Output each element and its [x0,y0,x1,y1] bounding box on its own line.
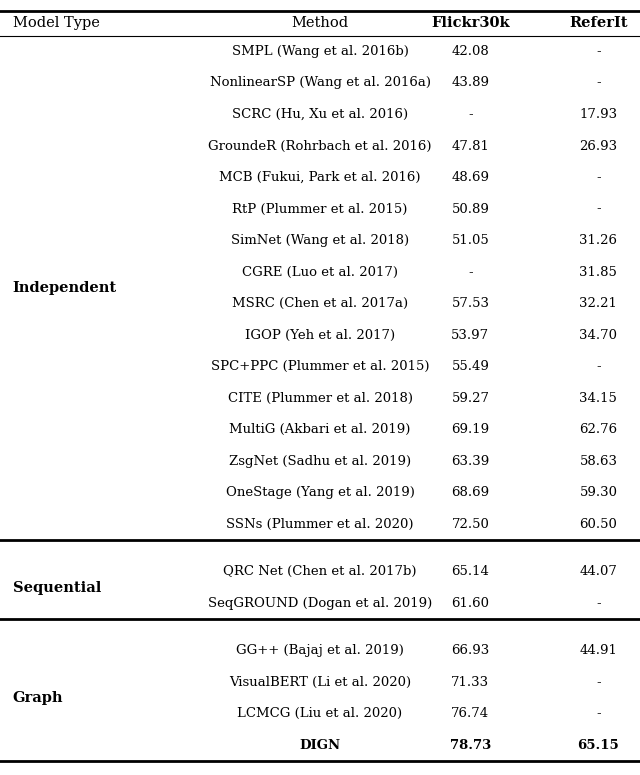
Text: MSRC (Chen et al. 2017a): MSRC (Chen et al. 2017a) [232,298,408,310]
Text: GroundeR (Rohrbach et al. 2016): GroundeR (Rohrbach et al. 2016) [208,140,432,153]
Text: -: - [468,266,473,279]
Text: 65.15: 65.15 [577,739,620,752]
Text: IGOP (Yeh et al. 2017): IGOP (Yeh et al. 2017) [245,329,395,342]
Text: LCMCG (Liu et al. 2020): LCMCG (Liu et al. 2020) [237,708,403,720]
Text: -: - [596,45,601,58]
Text: 60.50: 60.50 [579,518,618,531]
Text: RtP (Plummer et al. 2015): RtP (Plummer et al. 2015) [232,202,408,215]
Text: 31.85: 31.85 [579,266,618,279]
Text: 31.26: 31.26 [579,234,618,247]
Text: CITE (Plummer et al. 2018): CITE (Plummer et al. 2018) [227,392,413,405]
Text: 17.93: 17.93 [579,108,618,121]
Text: Graph: Graph [13,691,63,705]
Text: 57.53: 57.53 [451,298,490,310]
Text: 59.27: 59.27 [451,392,490,405]
Text: 51.05: 51.05 [452,234,489,247]
Text: 32.21: 32.21 [579,298,618,310]
Text: NonlinearSP (Wang et al. 2016a): NonlinearSP (Wang et al. 2016a) [209,77,431,89]
Text: 26.93: 26.93 [579,140,618,153]
Text: 65.14: 65.14 [451,565,490,578]
Text: OneStage (Yang et al. 2019): OneStage (Yang et al. 2019) [225,487,415,499]
Text: -: - [596,708,601,720]
Text: 48.69: 48.69 [451,171,490,184]
Text: SSNs (Plummer et al. 2020): SSNs (Plummer et al. 2020) [227,518,413,531]
Text: 69.19: 69.19 [451,423,490,436]
Text: 47.81: 47.81 [451,140,490,153]
Text: -: - [596,676,601,689]
Text: Method: Method [291,16,349,30]
Text: SPC+PPC (Plummer et al. 2015): SPC+PPC (Plummer et al. 2015) [211,360,429,374]
Text: 34.15: 34.15 [579,392,618,405]
Text: 63.39: 63.39 [451,455,490,468]
Text: Independent: Independent [13,281,117,295]
Text: 68.69: 68.69 [451,487,490,499]
Text: VisualBERT (Li et al. 2020): VisualBERT (Li et al. 2020) [229,676,411,689]
Text: MultiG (Akbari et al. 2019): MultiG (Akbari et al. 2019) [229,423,411,436]
Text: 53.97: 53.97 [451,329,490,342]
Text: 55.49: 55.49 [451,360,490,374]
Text: SeqGROUND (Dogan et al. 2019): SeqGROUND (Dogan et al. 2019) [208,597,432,610]
Text: Model Type: Model Type [13,16,100,30]
Text: 78.73: 78.73 [450,739,491,752]
Text: 61.60: 61.60 [451,597,490,610]
Text: 43.89: 43.89 [451,77,490,89]
Text: CGRE (Luo et al. 2017): CGRE (Luo et al. 2017) [242,266,398,279]
Text: 42.08: 42.08 [452,45,489,58]
Text: SMPL (Wang et al. 2016b): SMPL (Wang et al. 2016b) [232,45,408,58]
Text: 59.30: 59.30 [579,487,618,499]
Text: 62.76: 62.76 [579,423,618,436]
Text: 44.07: 44.07 [579,565,618,578]
Text: DIGN: DIGN [300,739,340,752]
Text: -: - [596,202,601,215]
Text: 44.91: 44.91 [579,644,618,657]
Text: ReferIt: ReferIt [569,16,628,30]
Text: 34.70: 34.70 [579,329,618,342]
Text: 72.50: 72.50 [451,518,490,531]
Text: -: - [596,77,601,89]
Text: -: - [596,171,601,184]
Text: SCRC (Hu, Xu et al. 2016): SCRC (Hu, Xu et al. 2016) [232,108,408,121]
Text: GG++ (Bajaj et al. 2019): GG++ (Bajaj et al. 2019) [236,644,404,657]
Text: -: - [596,597,601,610]
Text: 58.63: 58.63 [579,455,618,468]
Text: -: - [596,360,601,374]
Text: SimNet (Wang et al. 2018): SimNet (Wang et al. 2018) [231,234,409,247]
Text: 50.89: 50.89 [451,202,490,215]
Text: 71.33: 71.33 [451,676,490,689]
Text: 76.74: 76.74 [451,708,490,720]
Text: QRC Net (Chen et al. 2017b): QRC Net (Chen et al. 2017b) [223,565,417,578]
Text: Flickr30k: Flickr30k [431,16,509,30]
Text: MCB (Fukui, Park et al. 2016): MCB (Fukui, Park et al. 2016) [220,171,420,184]
Text: 66.93: 66.93 [451,644,490,657]
Text: ZsgNet (Sadhu et al. 2019): ZsgNet (Sadhu et al. 2019) [229,455,411,468]
Text: Sequential: Sequential [13,580,101,594]
Text: -: - [468,108,473,121]
